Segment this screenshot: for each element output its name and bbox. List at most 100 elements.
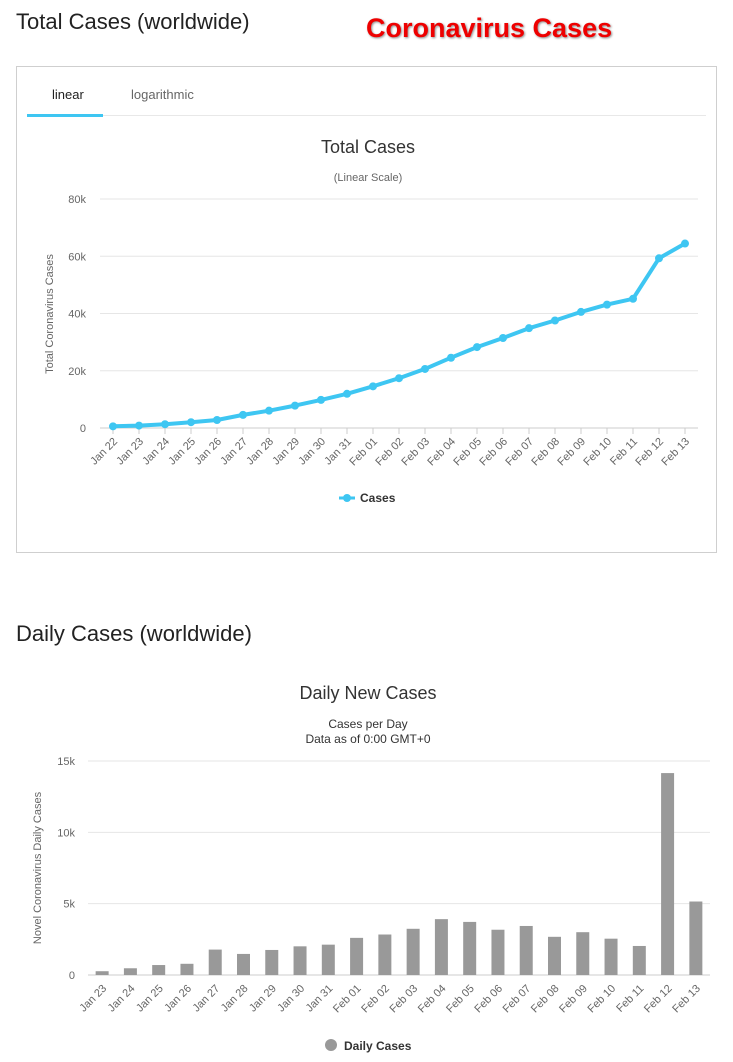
bar-x-tick-label: Feb 05 [444,983,477,1016]
bar-chart-title: Daily New Cases [299,683,436,703]
daily-cases-bar[interactable] [463,921,477,975]
bar-legend[interactable]: Daily Cases [325,1039,412,1053]
daily-cases-bar[interactable] [406,928,420,975]
line-x-tick-label: Feb 03 [399,436,432,469]
cases-data-point[interactable] [499,334,507,343]
cases-data-point[interactable] [239,410,247,419]
bar-x-tick-label: Feb 10 [585,983,618,1016]
line-x-tick-label: Feb 10 [581,436,614,469]
bar-x-tick-label: Jan 25 [134,983,166,1015]
bar-x-tick-label: Feb 12 [642,983,675,1016]
bar-chart-subtitle-line2: Data as of 0:00 GMT+0 [305,732,430,746]
cases-data-point[interactable] [317,395,325,404]
line-x-tick-label: Feb 06 [477,436,510,469]
legend-line-marker [343,494,351,502]
daily-cases-chart: Daily New Cases Cases per Day Data as of… [32,683,710,1053]
line-x-tick-label: Jan 27 [218,436,250,468]
cases-data-point[interactable] [525,324,533,333]
cases-data-point[interactable] [551,316,559,325]
daily-cases-bar[interactable] [519,925,533,975]
tab-divider [27,115,706,116]
tab-logarithmic[interactable]: logarithmic [131,87,194,102]
cases-data-point[interactable] [395,374,403,383]
total-cases-panel: linear logarithmic [16,66,717,553]
active-tab-indicator [27,114,103,117]
cases-data-point[interactable] [343,389,351,398]
line-y-axis-title: Total Coronavirus Cases [44,254,56,374]
daily-cases-bar[interactable] [378,934,392,975]
cases-data-point[interactable] [369,382,377,391]
line-x-tick-label: Jan 22 [88,436,120,468]
cases-data-point[interactable] [161,420,169,429]
bar-y-tick-label: 0 [69,970,75,982]
daily-cases-bar[interactable] [293,946,307,975]
line-y-tick-label: 40k [68,309,86,321]
cases-data-point[interactable] [213,415,221,424]
line-x-tick-label: Jan 23 [114,436,146,468]
daily-cases-bar[interactable] [434,919,448,975]
cases-data-point[interactable] [577,307,585,316]
bar-x-tick-label: Feb 07 [501,983,534,1016]
cases-data-point[interactable] [187,418,195,427]
line-x-tick-label: Jan 28 [244,436,276,468]
daily-cases-bar[interactable] [604,938,618,975]
daily-cases-bar[interactable] [689,901,703,975]
daily-cases-bar[interactable] [237,953,250,975]
cases-data-point[interactable] [681,239,689,248]
cases-data-point[interactable] [447,353,455,362]
bar-x-tick-label: Feb 13 [670,983,703,1016]
cases-data-point[interactable] [291,401,299,410]
daily-cases-bar[interactable] [576,932,590,975]
total-cases-heading: Total Cases (worldwide) [16,9,250,34]
daily-cases-bar[interactable] [265,949,279,975]
daily-cases-bar[interactable] [632,945,646,975]
daily-cases-bar[interactable] [548,936,561,975]
bar-x-tick-label: Feb 02 [359,983,392,1016]
daily-cases-bar[interactable] [208,949,222,975]
cases-data-point[interactable] [109,422,117,431]
cases-series-line [112,241,686,429]
daily-cases-bar[interactable] [350,937,364,975]
line-x-tick-label: Feb 08 [529,436,562,469]
daily-cases-heading: Daily Cases (worldwide) [16,621,252,646]
cases-data-point[interactable] [629,294,637,303]
line-x-tick-label: Feb 01 [347,436,380,469]
bar-x-tick-label: Jan 23 [77,983,109,1015]
daily-cases-bar[interactable] [123,968,137,975]
line-legend[interactable]: Cases [339,491,396,505]
cases-data-point[interactable] [135,421,143,430]
daily-cases-bar[interactable] [152,965,166,975]
daily-cases-bar[interactable] [661,773,675,975]
line-y-tick-label: 0 [80,423,86,435]
bar-x-tick-label: Feb 01 [331,983,364,1016]
line-x-tick-label: Jan 26 [192,436,224,468]
cases-data-point[interactable] [473,343,481,352]
bar-y-tick-label: 5k [63,899,75,911]
bar-x-tick-label: Jan 24 [106,983,138,1015]
bar-y-tick-label: 15k [57,756,75,768]
brand-title: Coronavirus Cases [366,13,613,43]
bar-x-tick-label: Jan 27 [191,983,223,1015]
cases-data-point[interactable] [265,406,273,415]
legend-label-cases: Cases [360,491,396,505]
bar-x-tick-label: Jan 30 [275,983,307,1015]
bar-x-tick-label: Jan 28 [219,983,251,1015]
daily-cases-bar[interactable] [321,944,335,975]
legend-label-daily-cases: Daily Cases [344,1039,412,1053]
bar-chart-subtitle-line1: Cases per Day [328,717,407,731]
cases-data-point[interactable] [655,254,663,263]
line-y-tick-label: 80k [68,194,86,206]
bar-x-tick-label: Feb 03 [388,983,421,1016]
line-chart-title: Total Cases [321,137,415,157]
daily-cases-bar[interactable] [491,929,505,975]
tab-linear[interactable]: linear [52,87,84,102]
line-y-tick-label: 60k [68,251,86,263]
daily-cases-bar[interactable] [95,971,109,975]
daily-cases-bar[interactable] [180,963,194,975]
bar-y-tick-label: 10k [57,827,75,839]
legend-bar-marker [325,1039,337,1051]
cases-data-point[interactable] [421,364,429,373]
line-chart-subtitle: (Linear Scale) [334,172,402,184]
cases-data-point[interactable] [603,300,611,309]
bar-x-tick-label: Jan 31 [304,983,336,1015]
